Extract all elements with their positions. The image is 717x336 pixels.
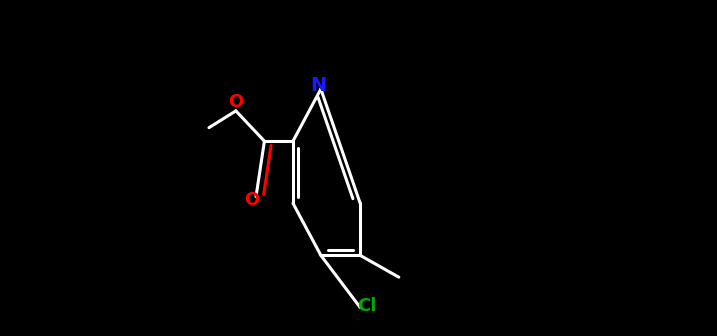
Text: O: O <box>244 191 260 209</box>
Text: Cl: Cl <box>357 297 376 315</box>
Text: N: N <box>310 76 326 94</box>
Text: O: O <box>228 93 244 112</box>
